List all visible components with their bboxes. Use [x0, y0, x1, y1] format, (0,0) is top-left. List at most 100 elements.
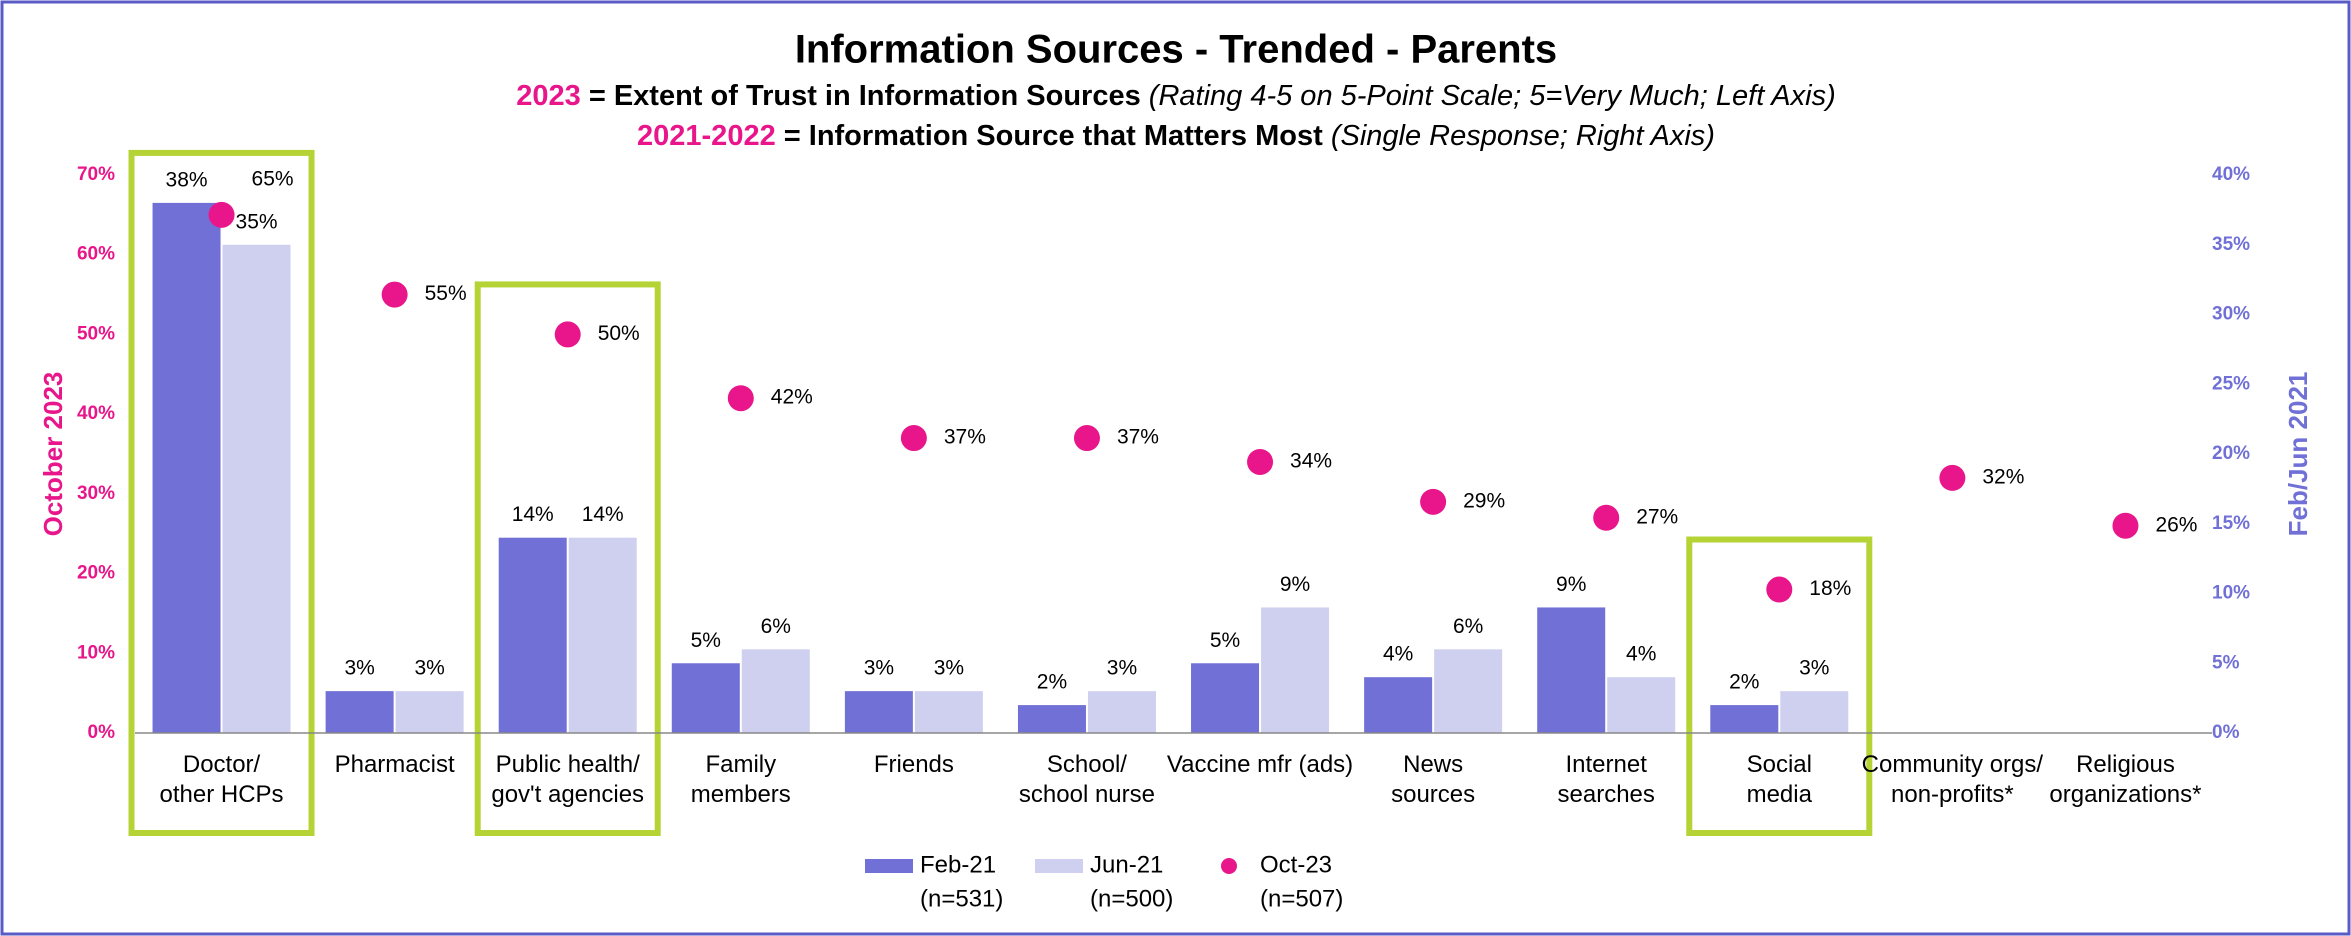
bar-value-label: 14% [582, 503, 624, 526]
x-tick-line: Public health/ [496, 751, 640, 778]
dot-value-label: 32% [1982, 465, 2024, 488]
dot [1247, 448, 1274, 475]
x-tick-line: Family [705, 751, 776, 778]
x-tick-line: searches [1558, 781, 1655, 808]
subtitle-year: 2023 [516, 80, 581, 112]
bar [671, 663, 740, 733]
x-tick-line: Religious [2076, 751, 2175, 778]
x-tick-label: School/school nurse [1019, 751, 1155, 808]
dot [208, 201, 235, 228]
x-tick-line: Community orgs/ [1862, 751, 2044, 778]
subtitle-note: (Rating 4-5 on 5-Point Scale; 5=Very Muc… [1149, 80, 1836, 112]
x-tick-line: other HCPs [160, 781, 284, 808]
bar [1710, 705, 1779, 733]
dot [727, 385, 754, 412]
legend-label: Oct-23 [1260, 851, 1332, 878]
bar [1017, 705, 1086, 733]
bar-value-label: 4% [1626, 643, 1656, 666]
x-tick-label: Internet searches [1558, 751, 1655, 808]
x-tick-label: Vaccine mfr (ads) [1167, 751, 1353, 778]
legend-label: Jun-21 [1090, 851, 1163, 878]
subtitle: 2021-2022 = Information Source that Matt… [637, 120, 1715, 152]
bar-value-label: 3% [934, 657, 964, 680]
legend-label: Feb-21 [920, 851, 996, 878]
bar [395, 691, 464, 733]
x-tick-label: Friends [874, 751, 954, 778]
bar-value-label: 9% [1556, 573, 1586, 596]
y2-tick-label: 30% [2212, 304, 2250, 325]
bar [844, 691, 913, 733]
bar-value-label: 2% [1729, 671, 1759, 694]
legend-swatch [1035, 859, 1083, 873]
bar-value-label: 38% [166, 168, 208, 191]
chart-title: Information Sources - Trended - Parents [795, 28, 1557, 72]
bar-value-label: 5% [1210, 629, 1240, 652]
bar [1087, 691, 1156, 733]
y-tick-label: 60% [77, 244, 115, 265]
x-tick-line: organizations* [2049, 781, 2201, 808]
x-tick-label: Religious organizations* [2049, 751, 2201, 808]
y-tick-label: 20% [77, 563, 115, 584]
bar [914, 691, 983, 733]
subtitle-text: = Information Source that Matters Most [784, 120, 1323, 152]
bar [498, 537, 567, 733]
x-tick-line: Friends [874, 751, 954, 778]
dot-value-label: 37% [1117, 426, 1159, 449]
x-tick-line: Doctor/ [183, 751, 261, 778]
x-tick-label: Family members [691, 751, 791, 808]
legend-swatch [865, 859, 913, 873]
x-tick-line: Pharmacist [335, 751, 455, 778]
highlight-box [1686, 536, 1873, 836]
bar [1364, 677, 1433, 733]
dot [1766, 576, 1793, 603]
x-tick-line: media [1747, 781, 1813, 808]
y2-tick-label: 20% [2212, 443, 2250, 464]
y-tick-label: 50% [77, 323, 115, 344]
bar [1191, 663, 1260, 733]
bar-value-label: 3% [344, 657, 374, 680]
bar-value-label: 6% [1453, 615, 1483, 638]
x-tick-label: Pharmacist [335, 751, 455, 778]
dot [2112, 512, 2139, 539]
bar-value-label: 4% [1383, 643, 1413, 666]
x-tick-label: Social media [1747, 751, 1813, 808]
dot-value-label: 42% [771, 386, 813, 409]
bar-value-label: 14% [512, 503, 554, 526]
dot-value-label: 34% [1290, 450, 1332, 473]
bar-value-label: 5% [691, 629, 721, 652]
dot [1593, 504, 1620, 531]
dot [1073, 425, 1100, 452]
y2-tick-label: 40% [2212, 164, 2250, 185]
dot [1420, 488, 1447, 515]
x-tick-label: Public health/gov't agencies [491, 751, 644, 808]
bar-value-label: 35% [236, 210, 278, 233]
x-tick-line: News [1403, 751, 1463, 778]
bar-value-label: 3% [864, 657, 894, 680]
y2-tick-label: 25% [2212, 373, 2250, 394]
x-tick-line: Vaccine mfr (ads) [1167, 751, 1353, 778]
bar-value-label: 6% [761, 615, 791, 638]
x-tick-line: school nurse [1019, 781, 1155, 808]
bar [1607, 677, 1676, 733]
y-tick-label: 70% [77, 164, 115, 185]
bar [222, 244, 291, 733]
bar-value-label: 3% [414, 657, 444, 680]
bar-value-label: 3% [1107, 657, 1137, 680]
x-tick-label: News sources [1391, 751, 1475, 808]
dot-value-label: 37% [944, 426, 986, 449]
subtitle-text: = Extent of Trust in Information Sources [589, 80, 1141, 112]
dot-value-label: 26% [2155, 513, 2197, 536]
y2-axis-label: Feb/Jun 2021 [2283, 372, 2313, 537]
legend-sample: (n=507) [1260, 885, 1343, 912]
y2-tick-label: 0% [2212, 722, 2240, 743]
y-axis-label: October 2023 [38, 372, 68, 537]
subtitle: 2023 = Extent of Trust in Information So… [516, 80, 1835, 112]
bar [152, 202, 221, 733]
dot-value-label: 29% [1463, 489, 1505, 512]
x-tick-line: non-profits* [1891, 781, 2014, 808]
y2-tick-label: 5% [2212, 652, 2240, 673]
subtitle-year: 2021-2022 [637, 120, 776, 152]
dot-value-label: 65% [252, 167, 294, 190]
